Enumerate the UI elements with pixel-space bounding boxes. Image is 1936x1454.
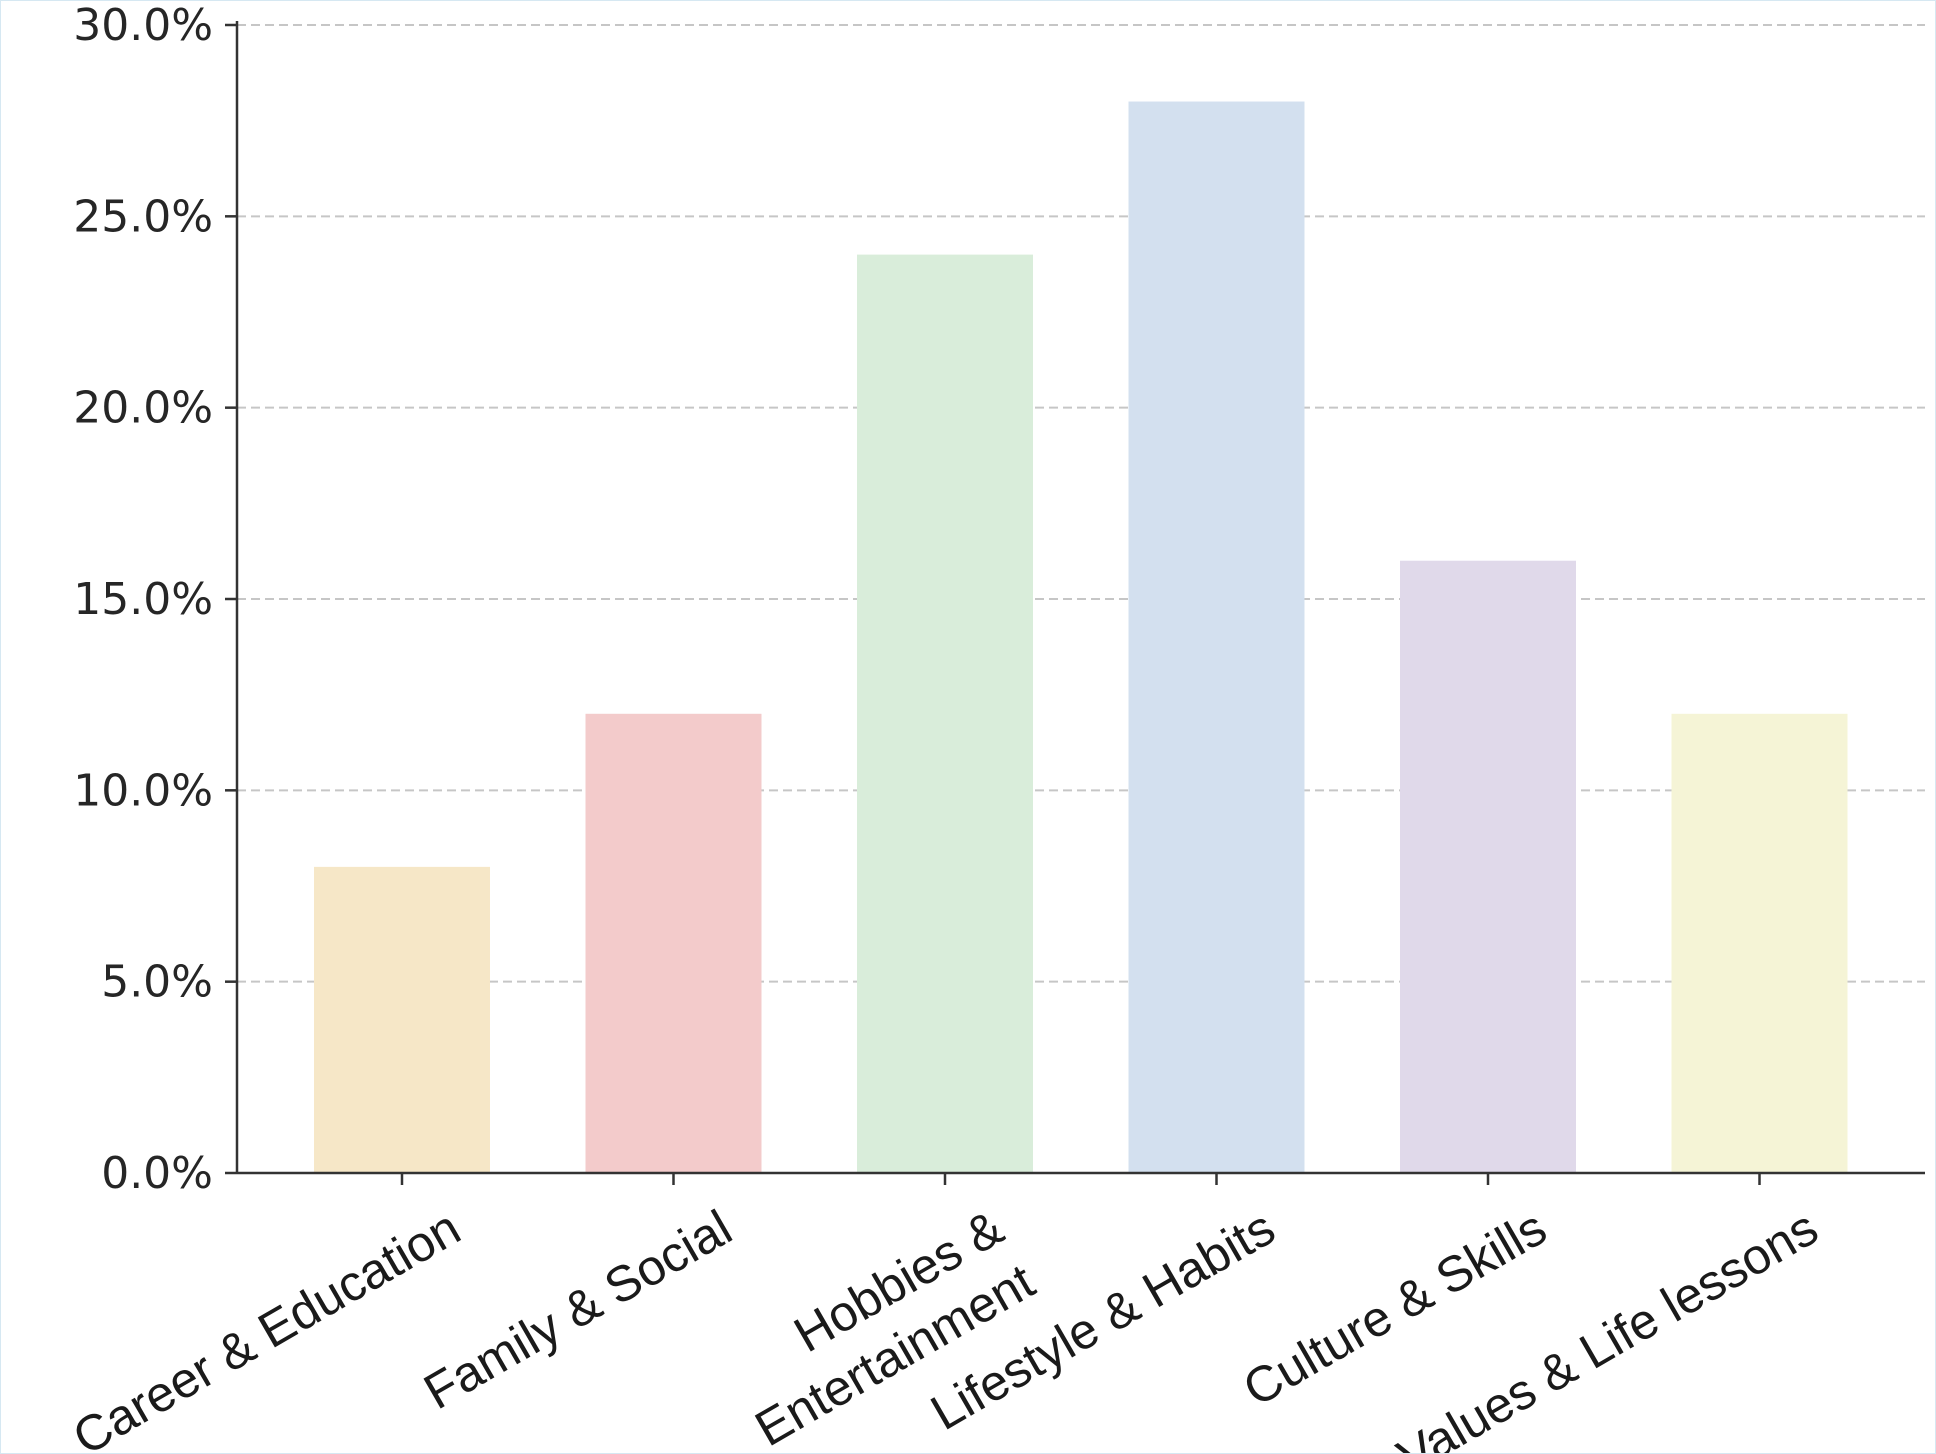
gridlines (237, 24, 1925, 983)
x-tick-label: Values & Life lessons (1388, 1199, 1827, 1453)
bar (1671, 713, 1848, 1173)
x-tick-label-line: Values & Life lessons (1388, 1199, 1827, 1453)
x-tick-label-line: Career & Education (64, 1199, 470, 1453)
x-tick-label: Family & Social (415, 1199, 741, 1420)
bar (1128, 101, 1305, 1174)
y-tick-label: 5.0% (101, 957, 213, 1008)
bars (314, 101, 1848, 1174)
bar (857, 254, 1033, 1174)
x-tick-label-line: Family & Social (415, 1199, 741, 1420)
y-tick-label: 20.0% (73, 383, 213, 434)
y-tick-label: 25.0% (73, 191, 213, 242)
axes (225, 21, 1925, 1185)
bar (1400, 560, 1576, 1173)
y-tick-label: 0.0% (101, 1148, 213, 1199)
bar (585, 713, 762, 1173)
y-tick-label: 10.0% (73, 765, 213, 816)
bar (314, 866, 490, 1173)
x-tick-label: Career & Education (64, 1199, 470, 1453)
y-tick-labels: 0.0% 5.0% 10.0% 15.0% 20.0% 25.0% 30.0% (73, 1, 213, 1199)
y-tick-label: 15.0% (73, 574, 213, 625)
y-tick-label: 30.0% (73, 1, 213, 51)
